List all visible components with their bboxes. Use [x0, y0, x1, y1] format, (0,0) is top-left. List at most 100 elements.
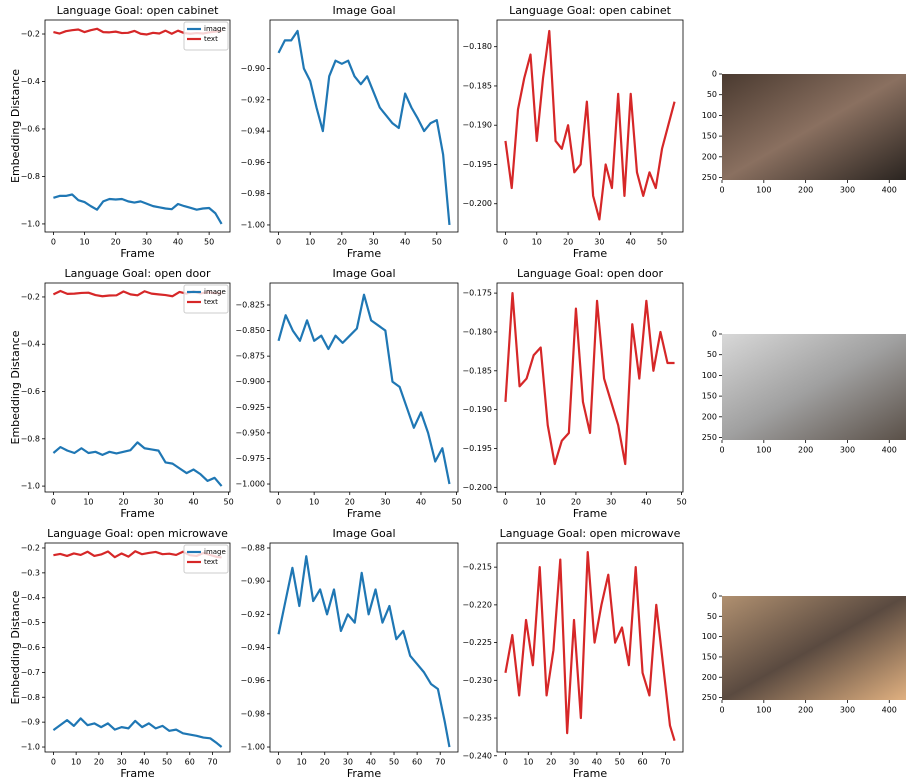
x-tick-label: 100 [756, 186, 771, 195]
x-tick-label: 50 [657, 238, 667, 247]
y-tick-label: −0.94 [240, 643, 265, 652]
y-tick-label: 0 [712, 70, 717, 79]
y-tick-label: −0.220 [462, 600, 492, 609]
x-tick-label: 50 [162, 758, 172, 767]
y-tick-label: 100 [702, 371, 717, 380]
image [722, 596, 906, 700]
x-tick-label: 20 [118, 498, 128, 507]
plot-frame [44, 282, 231, 493]
y-tick-label: −0.6 [21, 643, 40, 652]
y-tick-label: 150 [702, 392, 717, 401]
line-series [504, 29, 676, 221]
chart-title: Image Goal [333, 267, 396, 280]
y-tick-label: −1.00 [240, 220, 265, 229]
y-tick-label: −0.875 [235, 352, 265, 361]
plot-frame [496, 282, 684, 493]
x-tick-label: 30 [368, 238, 378, 247]
x-tick-label: 40 [626, 238, 636, 247]
y-tick-label: −0.900 [235, 377, 265, 386]
y-tick-label: −0.200 [462, 483, 492, 492]
y-tick-label: −0.8 [21, 172, 40, 181]
x-tick-label: 70 [435, 758, 445, 767]
line-series [53, 193, 223, 225]
x-tick-label: 40 [592, 758, 602, 767]
y-tick-label: −0.2 [21, 30, 40, 39]
y-tick-label: 200 [702, 673, 717, 682]
x-tick-label: 30 [594, 238, 604, 247]
y-tick-label: −0.4 [21, 77, 40, 86]
y-tick-label: −0.88 [240, 543, 265, 552]
y-tick-label: −0.2 [21, 292, 40, 301]
x-tick-label: 0 [503, 758, 508, 767]
y-tick-label: 50 [707, 350, 717, 359]
y-tick-label: −0.2 [21, 543, 40, 552]
x-tick-label: 60 [412, 758, 422, 767]
x-tick-label: 10 [71, 758, 81, 767]
x-tick-label: 20 [546, 758, 556, 767]
y-tick-label: 50 [707, 90, 717, 99]
chart-title: Language Goal: open microwave [500, 527, 681, 540]
y-tick-label: −0.5 [21, 618, 40, 627]
plot-frame [269, 19, 459, 233]
y-tick-label: 200 [702, 152, 717, 161]
x-tick-label: 40 [400, 238, 410, 247]
x-tick-label: 0 [276, 758, 281, 767]
x-tick-label: 30 [153, 498, 163, 507]
y-tick-label: 100 [702, 111, 717, 120]
legend-label: image [204, 548, 226, 556]
y-tick-label: −0.9 [21, 718, 40, 727]
x-tick-label: 300 [840, 446, 855, 455]
x-tick-label: 10 [523, 758, 533, 767]
x-tick-label: 50 [389, 758, 399, 767]
y-tick-label: −0.180 [462, 42, 492, 51]
x-tick-label: 0 [51, 758, 56, 767]
y-tick-label: −0.90 [240, 577, 265, 586]
plot-frame [44, 19, 231, 233]
legend: image text [183, 544, 229, 574]
x-tick-label: 0 [719, 186, 724, 195]
x-tick-label: 20 [563, 238, 573, 247]
x-tick-label: 50 [615, 758, 625, 767]
x-tick-label: 400 [882, 446, 897, 455]
x-tick-label: 40 [641, 498, 651, 507]
x-tick-label: 20 [320, 758, 330, 767]
x-axis-label: Frame [573, 247, 608, 260]
x-tick-label: 60 [185, 758, 195, 767]
legend: image text [183, 284, 229, 314]
x-tick-label: 50 [432, 238, 442, 247]
legend-label: image [204, 25, 226, 33]
y-tick-label: 150 [702, 132, 717, 141]
x-tick-label: 40 [366, 758, 376, 767]
x-tick-label: 60 [637, 758, 647, 767]
y-tick-label: −0.240 [462, 751, 492, 760]
y-tick-label: −0.180 [462, 327, 492, 336]
x-tick-label: 0 [503, 498, 508, 507]
x-tick-label: 40 [188, 498, 198, 507]
x-tick-label: 30 [606, 498, 616, 507]
y-tick-label: −0.195 [462, 160, 492, 169]
y-tick-label: 200 [702, 412, 717, 421]
chart-title: Language Goal: open microwave [47, 527, 228, 540]
x-tick-label: 30 [380, 498, 390, 507]
x-tick-label: 200 [798, 706, 813, 715]
y-tick-label: −0.96 [240, 158, 265, 167]
y-tick-label: −1.000 [235, 480, 265, 489]
x-tick-label: 10 [536, 498, 546, 507]
line-series [504, 292, 675, 466]
chart-title: Language Goal: open door [65, 267, 211, 280]
x-axis-label: Frame [573, 507, 608, 520]
x-tick-label: 20 [111, 238, 121, 247]
x-tick-label: 30 [142, 238, 152, 247]
y-tick-label: −0.215 [462, 563, 492, 572]
x-tick-label: 70 [660, 758, 670, 767]
y-tick-label: −1.0 [21, 219, 40, 228]
x-tick-label: 0 [51, 238, 56, 247]
x-tick-label: 0 [719, 446, 724, 455]
y-tick-label: −0.200 [462, 199, 492, 208]
plot-frame [496, 542, 684, 753]
y-tick-label: −0.4 [21, 593, 40, 602]
line-series [277, 555, 451, 748]
x-axis-label: Frame [120, 767, 155, 780]
y-tick-label: −0.925 [235, 403, 265, 412]
x-tick-label: 300 [840, 706, 855, 715]
